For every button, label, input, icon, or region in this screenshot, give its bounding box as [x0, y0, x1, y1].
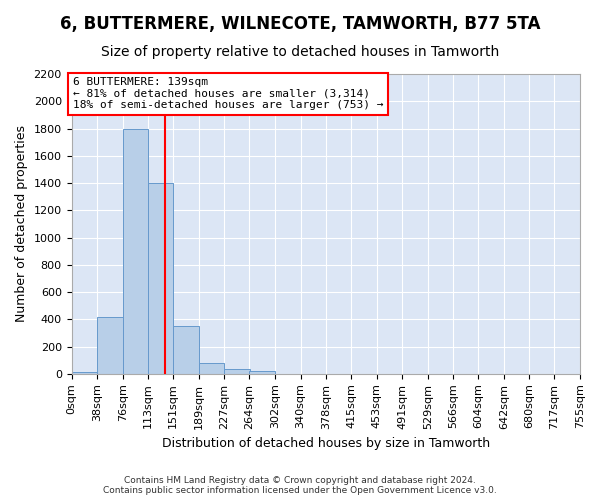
Bar — [123, 128, 148, 374]
Text: Contains HM Land Registry data © Crown copyright and database right 2024.
Contai: Contains HM Land Registry data © Crown c… — [103, 476, 497, 495]
Bar — [148, 183, 173, 374]
Bar — [173, 326, 199, 374]
Bar — [250, 371, 275, 374]
Text: 6 BUTTERMERE: 139sqm
← 81% of detached houses are smaller (3,314)
18% of semi-de: 6 BUTTERMERE: 139sqm ← 81% of detached h… — [73, 77, 383, 110]
Bar — [71, 372, 97, 374]
Y-axis label: Number of detached properties: Number of detached properties — [15, 126, 28, 322]
Text: 6, BUTTERMERE, WILNECOTE, TAMWORTH, B77 5TA: 6, BUTTERMERE, WILNECOTE, TAMWORTH, B77 … — [60, 15, 540, 33]
Text: Size of property relative to detached houses in Tamworth: Size of property relative to detached ho… — [101, 45, 499, 59]
X-axis label: Distribution of detached houses by size in Tamworth: Distribution of detached houses by size … — [162, 437, 490, 450]
Bar — [224, 369, 250, 374]
Bar — [97, 316, 123, 374]
Bar — [199, 363, 224, 374]
